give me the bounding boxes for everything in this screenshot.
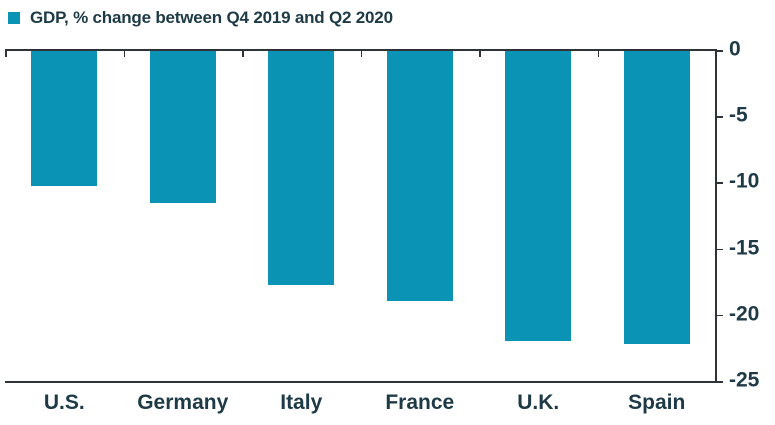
x-axis-label-germany: Germany — [137, 391, 229, 414]
x-axis-label-uk: U.K. — [517, 391, 560, 414]
chart-title: GDP, % change between Q4 2019 and Q2 202… — [30, 8, 393, 27]
y-axis-label: -5 — [729, 103, 748, 127]
legend-square-icon — [8, 12, 20, 24]
x-axis-label-us: U.S. — [43, 391, 85, 414]
y-axis-tick — [715, 50, 723, 52]
x-axis-label-france: France — [385, 391, 455, 414]
y-axis-tick — [715, 116, 723, 118]
y-axis-label: -20 — [729, 302, 760, 326]
y-axis-label: -25 — [729, 368, 760, 392]
x-axis-zero-line — [5, 49, 716, 51]
bar-france — [386, 51, 453, 301]
y-axis-line — [715, 49, 717, 382]
y-axis-tick — [715, 248, 723, 251]
x-axis-tick — [479, 51, 481, 57]
bar-uk — [505, 51, 572, 341]
y-axis-label: -10 — [729, 169, 760, 193]
y-axis-label: 0 — [729, 37, 741, 61]
chart-legend: GDP, % change between Q4 2019 and Q2 202… — [8, 8, 393, 28]
bar-spain — [623, 51, 690, 344]
x-axis-tick — [360, 51, 362, 57]
x-axis-bottom-line — [5, 381, 716, 383]
y-axis-label: -15 — [729, 236, 760, 260]
y-axis-tick — [715, 314, 723, 317]
x-axis-label-italy: Italy — [280, 391, 323, 414]
x-axis-tick — [5, 51, 7, 57]
bar-germany — [149, 51, 216, 203]
x-axis-tick — [597, 51, 599, 57]
y-axis-tick — [715, 381, 723, 383]
x-axis-tick — [123, 51, 125, 57]
bar-us — [31, 51, 98, 186]
y-axis-tick — [715, 182, 723, 184]
bar-italy — [268, 51, 335, 285]
x-axis-label-spain: Spain — [628, 391, 686, 414]
x-axis-tick — [242, 51, 244, 57]
